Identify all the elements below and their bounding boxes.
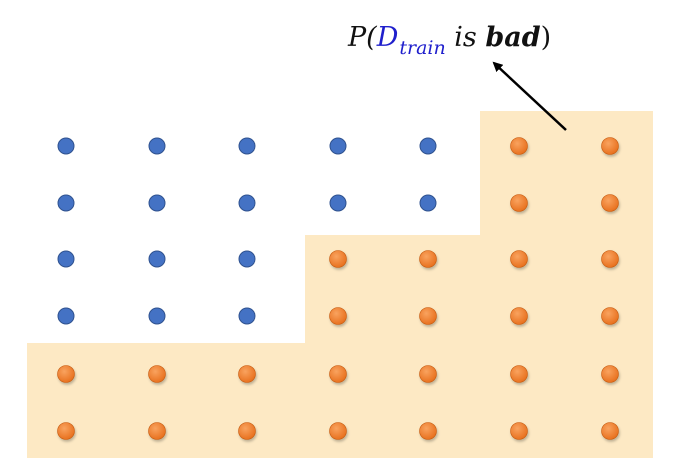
orange-dot [601,422,619,440]
blue-dot [57,194,75,212]
orange-dot [148,365,166,383]
orange-dot [419,307,437,325]
blue-dot [148,250,166,268]
blue-dot [238,137,256,155]
blue-dot [329,194,347,212]
blue-dot [238,307,256,325]
orange-dot [601,194,619,212]
bad-region [27,111,653,458]
blue-dot [57,307,75,325]
formula-suffix: ) [540,22,552,53]
pointer-arrow [492,61,567,131]
blue-dot [148,194,166,212]
orange-dot [510,194,528,212]
orange-dot [419,422,437,440]
orange-dot [601,137,619,155]
orange-dot [510,365,528,383]
orange-dot [601,307,619,325]
orange-dot [329,365,347,383]
orange-dot [238,365,256,383]
orange-dot [57,422,75,440]
dot-grid [57,137,619,440]
orange-dot [238,422,256,440]
orange-dot [601,365,619,383]
blue-dot [419,194,437,212]
blue-dot [238,250,256,268]
formula-middle: is [445,22,486,53]
blue-dot [57,137,75,155]
blue-dot [419,137,437,155]
orange-dot [601,250,619,268]
orange-dot [510,250,528,268]
dataset-symbol: D [376,22,399,53]
orange-dot [57,365,75,383]
probability-label: P(Dtrain is bad) [348,22,552,58]
blue-dot [238,194,256,212]
formula-prefix: P( [348,22,377,53]
orange-dot [419,250,437,268]
orange-dot [329,422,347,440]
formula-emphasis: bad [485,22,541,53]
blue-dot [148,137,166,155]
orange-dot [329,307,347,325]
orange-dot [419,365,437,383]
dataset-subscript: train [399,37,446,59]
orange-dot [510,422,528,440]
orange-dot [329,250,347,268]
blue-dot [148,307,166,325]
orange-dot [510,307,528,325]
orange-dot [148,422,166,440]
blue-dot [57,250,75,268]
blue-dot [329,137,347,155]
orange-dot [510,137,528,155]
